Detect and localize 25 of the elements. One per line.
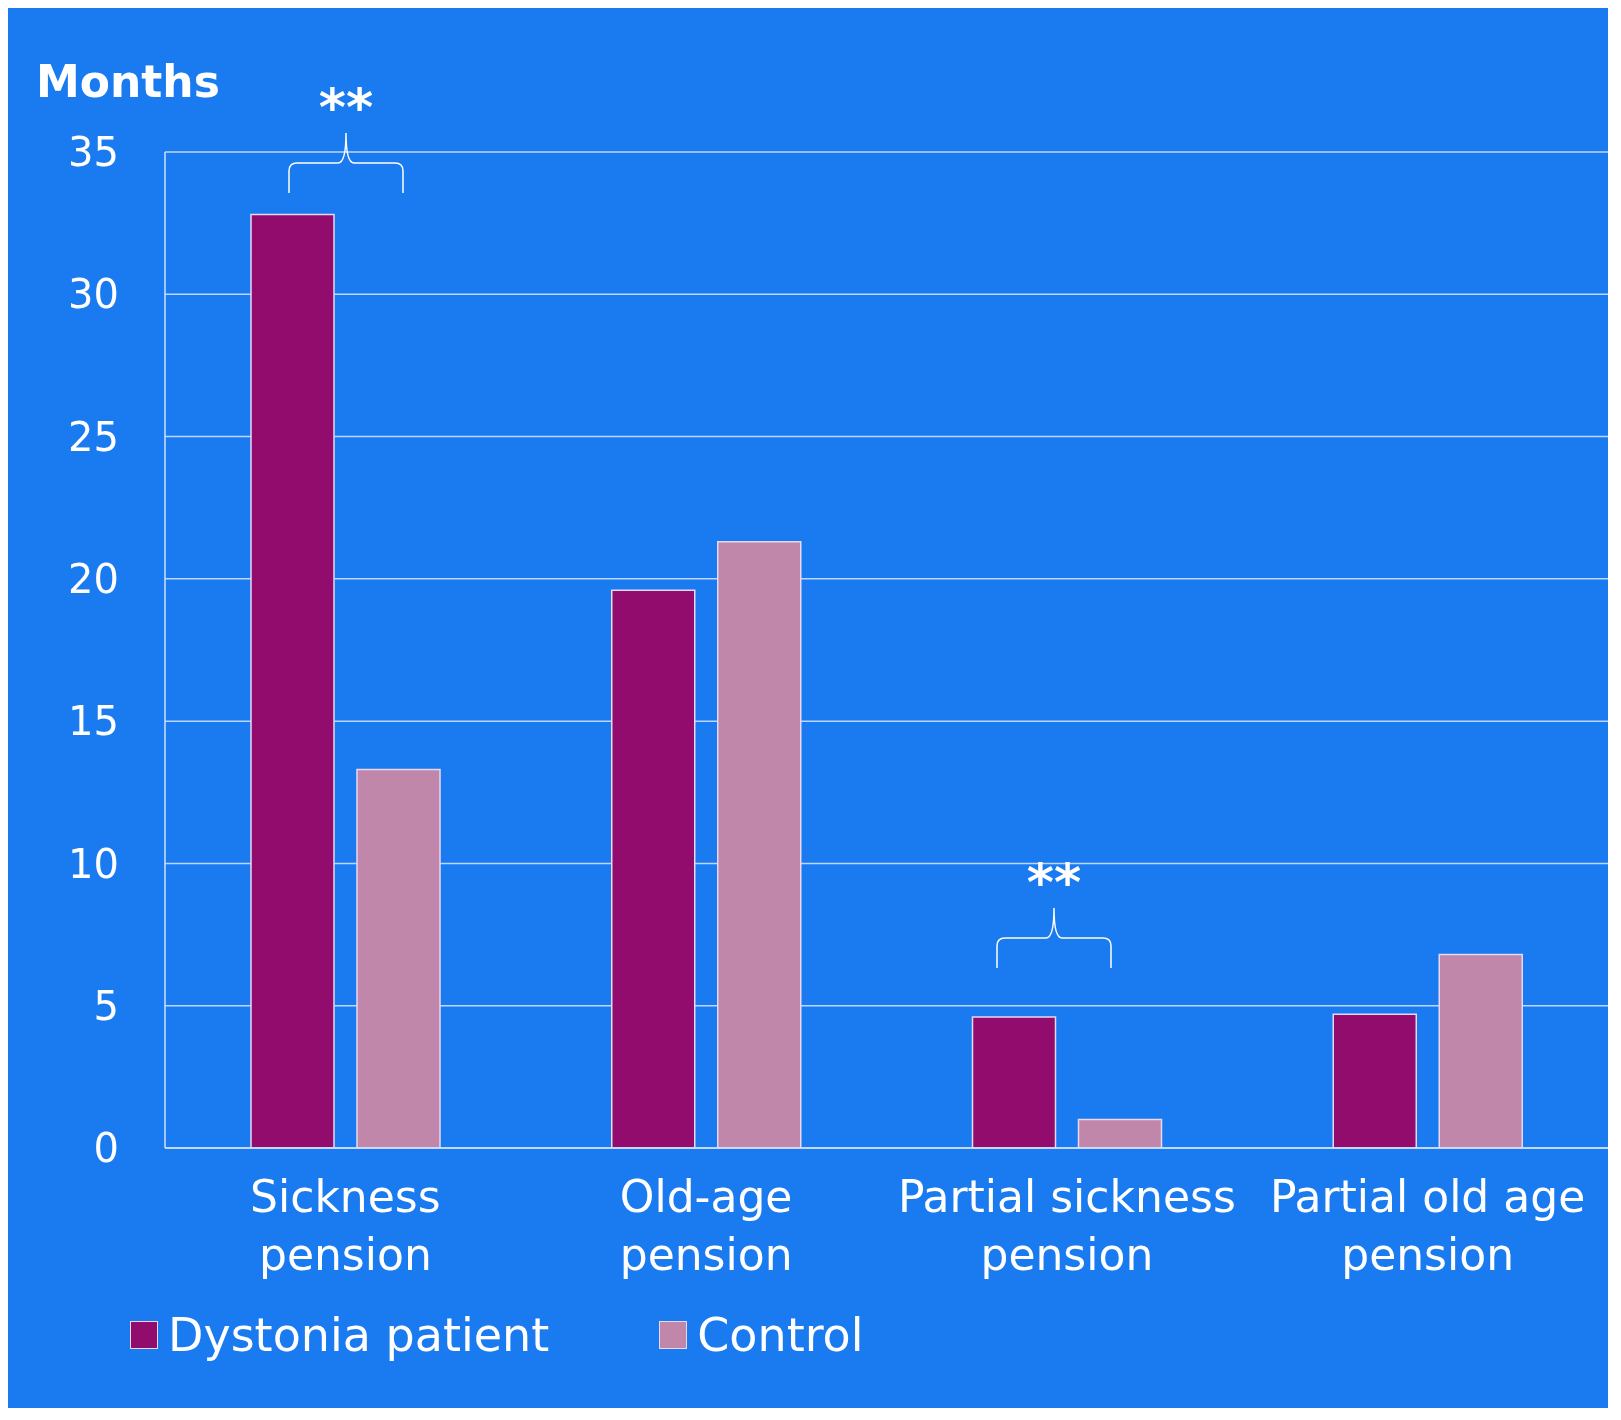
y-tick-label: 5 bbox=[93, 982, 119, 1029]
x-tick-label: Partial old age pension bbox=[1269, 1171, 1586, 1280]
y-tick-label: 30 bbox=[68, 271, 119, 318]
legend-label: Dystonia patient bbox=[168, 1308, 550, 1362]
y-tick-label: 15 bbox=[68, 698, 119, 745]
y-tick-label: 10 bbox=[68, 840, 119, 887]
x-tick-label: Partial sickness pension bbox=[897, 1171, 1236, 1280]
bar bbox=[250, 213, 335, 1148]
legend-label: Control bbox=[697, 1308, 864, 1362]
y-tick-label: 20 bbox=[68, 556, 119, 603]
y-tick-label: 0 bbox=[93, 1125, 119, 1172]
bar bbox=[717, 541, 802, 1148]
x-tick-label: Sickness pension bbox=[250, 1171, 441, 1280]
y-tick-label: 35 bbox=[68, 129, 119, 176]
y-tick-label: 25 bbox=[68, 413, 119, 460]
bar bbox=[1077, 1118, 1163, 1148]
annotation: ** bbox=[1026, 852, 1082, 912]
bar bbox=[611, 589, 696, 1148]
y-axis-title: Months bbox=[36, 56, 220, 107]
text: ** bbox=[318, 77, 374, 137]
bar bbox=[971, 1016, 1057, 1148]
x-tick-label: Old-age pension bbox=[619, 1171, 793, 1280]
bar bbox=[1438, 953, 1523, 1148]
bar bbox=[1332, 1013, 1417, 1148]
bar bbox=[356, 768, 441, 1148]
